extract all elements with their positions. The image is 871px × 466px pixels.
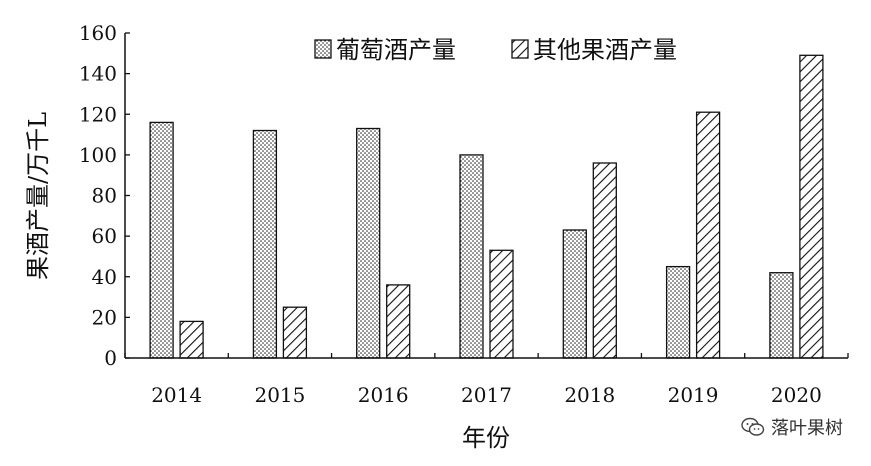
bar-series-1-2017 [459,154,484,359]
bar-series-1-2019 [665,265,691,359]
x-tick-label: 2015 [254,383,305,407]
y-tick-label: 20 [92,305,117,329]
bar-series-2-2014 [179,320,204,359]
bar-series-2-2019 [695,111,721,359]
watermark-text: 落叶果树 [771,418,843,439]
x-tick-label: 2020 [771,383,822,407]
legend-label-series-2: 其他果酒产量 [533,36,677,64]
legend-item-series-1: 葡萄酒产量 [314,36,456,64]
legend-swatch-series-2 [511,39,529,59]
legend-label-series-1: 葡萄酒产量 [336,36,456,64]
bar-series-2-2015 [282,306,308,359]
y-tick-label: 0 [104,346,117,370]
x-tick-label: 2014 [151,383,202,407]
bars-group [149,54,824,359]
legend: 葡萄酒产量 其他果酒产量 [314,36,677,64]
y-axis-ticks: 0 20 40 60 80 100 120 140 160 [79,21,130,370]
wechat-icon [741,417,765,437]
bar-series-2-2020 [799,54,824,359]
y-axis-title: 果酒产量/万千L [24,112,52,280]
x-tick-label: 2018 [564,383,615,407]
bar-series-2-2016 [386,284,411,359]
bar-series-1-2015 [252,129,278,359]
bar-series-2-2018 [592,162,617,359]
x-tick-label: 2017 [461,383,512,407]
bar-series-2-2017 [489,249,514,359]
bar-series-1-2016 [356,127,381,359]
x-tick-label: 2016 [358,383,409,407]
y-tick-label: 100 [79,143,117,167]
bar-series-1-2020 [769,272,794,359]
legend-item-series-2: 其他果酒产量 [511,36,677,64]
bar-series-1-2014 [149,121,174,359]
y-tick-label: 140 [79,62,117,86]
x-axis-title: 年份 [462,424,510,452]
y-tick-label: 120 [79,102,117,126]
watermark: 落叶果树 [741,414,843,440]
legend-swatch-series-1 [314,39,332,59]
x-tick-label: 2019 [668,383,719,407]
x-axis-ticks: 2014 2015 2016 2017 2018 2019 2020 [124,353,849,407]
y-tick-label: 160 [79,21,117,45]
axes [124,33,848,359]
y-tick-label: 80 [92,184,117,208]
y-tick-label: 60 [92,224,117,248]
y-tick-label: 40 [92,265,117,289]
bar-series-1-2018 [562,229,587,359]
